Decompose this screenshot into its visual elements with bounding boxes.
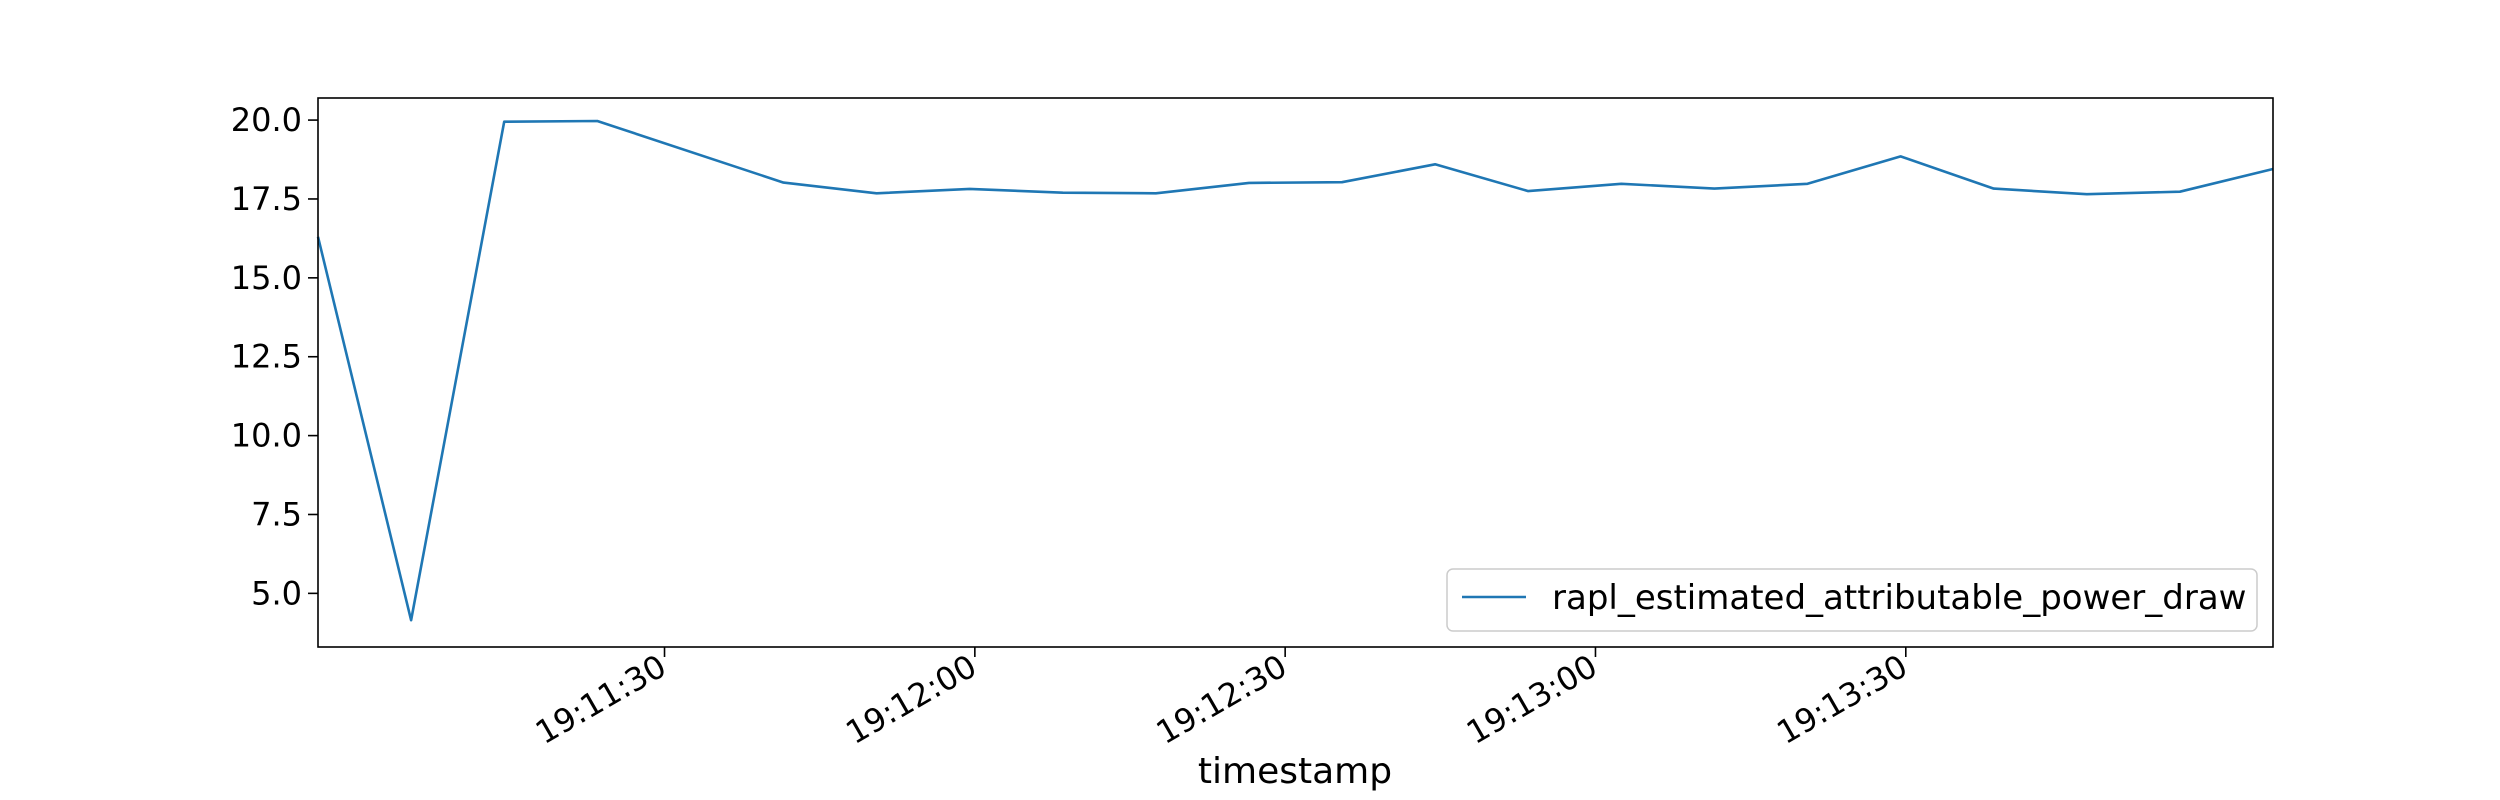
legend-label: rapl_estimated_attributable_power_draw [1552,578,2247,618]
x-axis-label: timestamp [1198,751,1392,792]
y-axis-ticks: 5.0 7.5 10.0 12.5 15.0 17.5 20.0 [231,101,318,612]
y-tick-label: 5.0 [251,574,302,612]
y-tick-label: 10.0 [231,417,302,455]
y-tick-label: 15.0 [231,259,302,297]
x-tick-label: 19:13:00 [1460,647,1603,752]
x-tick-label: 19:13:30 [1770,647,1913,752]
y-tick-label: 20.0 [231,101,302,139]
series-line-rapl-power-draw [316,119,2274,622]
x-tick-label: 19:12:30 [1150,647,1293,752]
x-tick-label: 19:11:30 [529,647,672,752]
x-axis-ticks: 19:11:30 19:12:00 19:12:30 19:13:00 19:13:30 [529,647,1914,752]
legend: rapl_estimated_attributable_power_draw [1446,568,2258,632]
y-tick-label: 12.5 [231,338,302,376]
y-tick-label: 7.5 [251,495,302,533]
plot-background [318,98,2273,647]
legend-box [1446,568,2258,632]
y-tick-label: 17.5 [231,180,302,218]
plot-frame [317,97,2274,648]
x-tick-label: 19:12:00 [839,647,982,752]
